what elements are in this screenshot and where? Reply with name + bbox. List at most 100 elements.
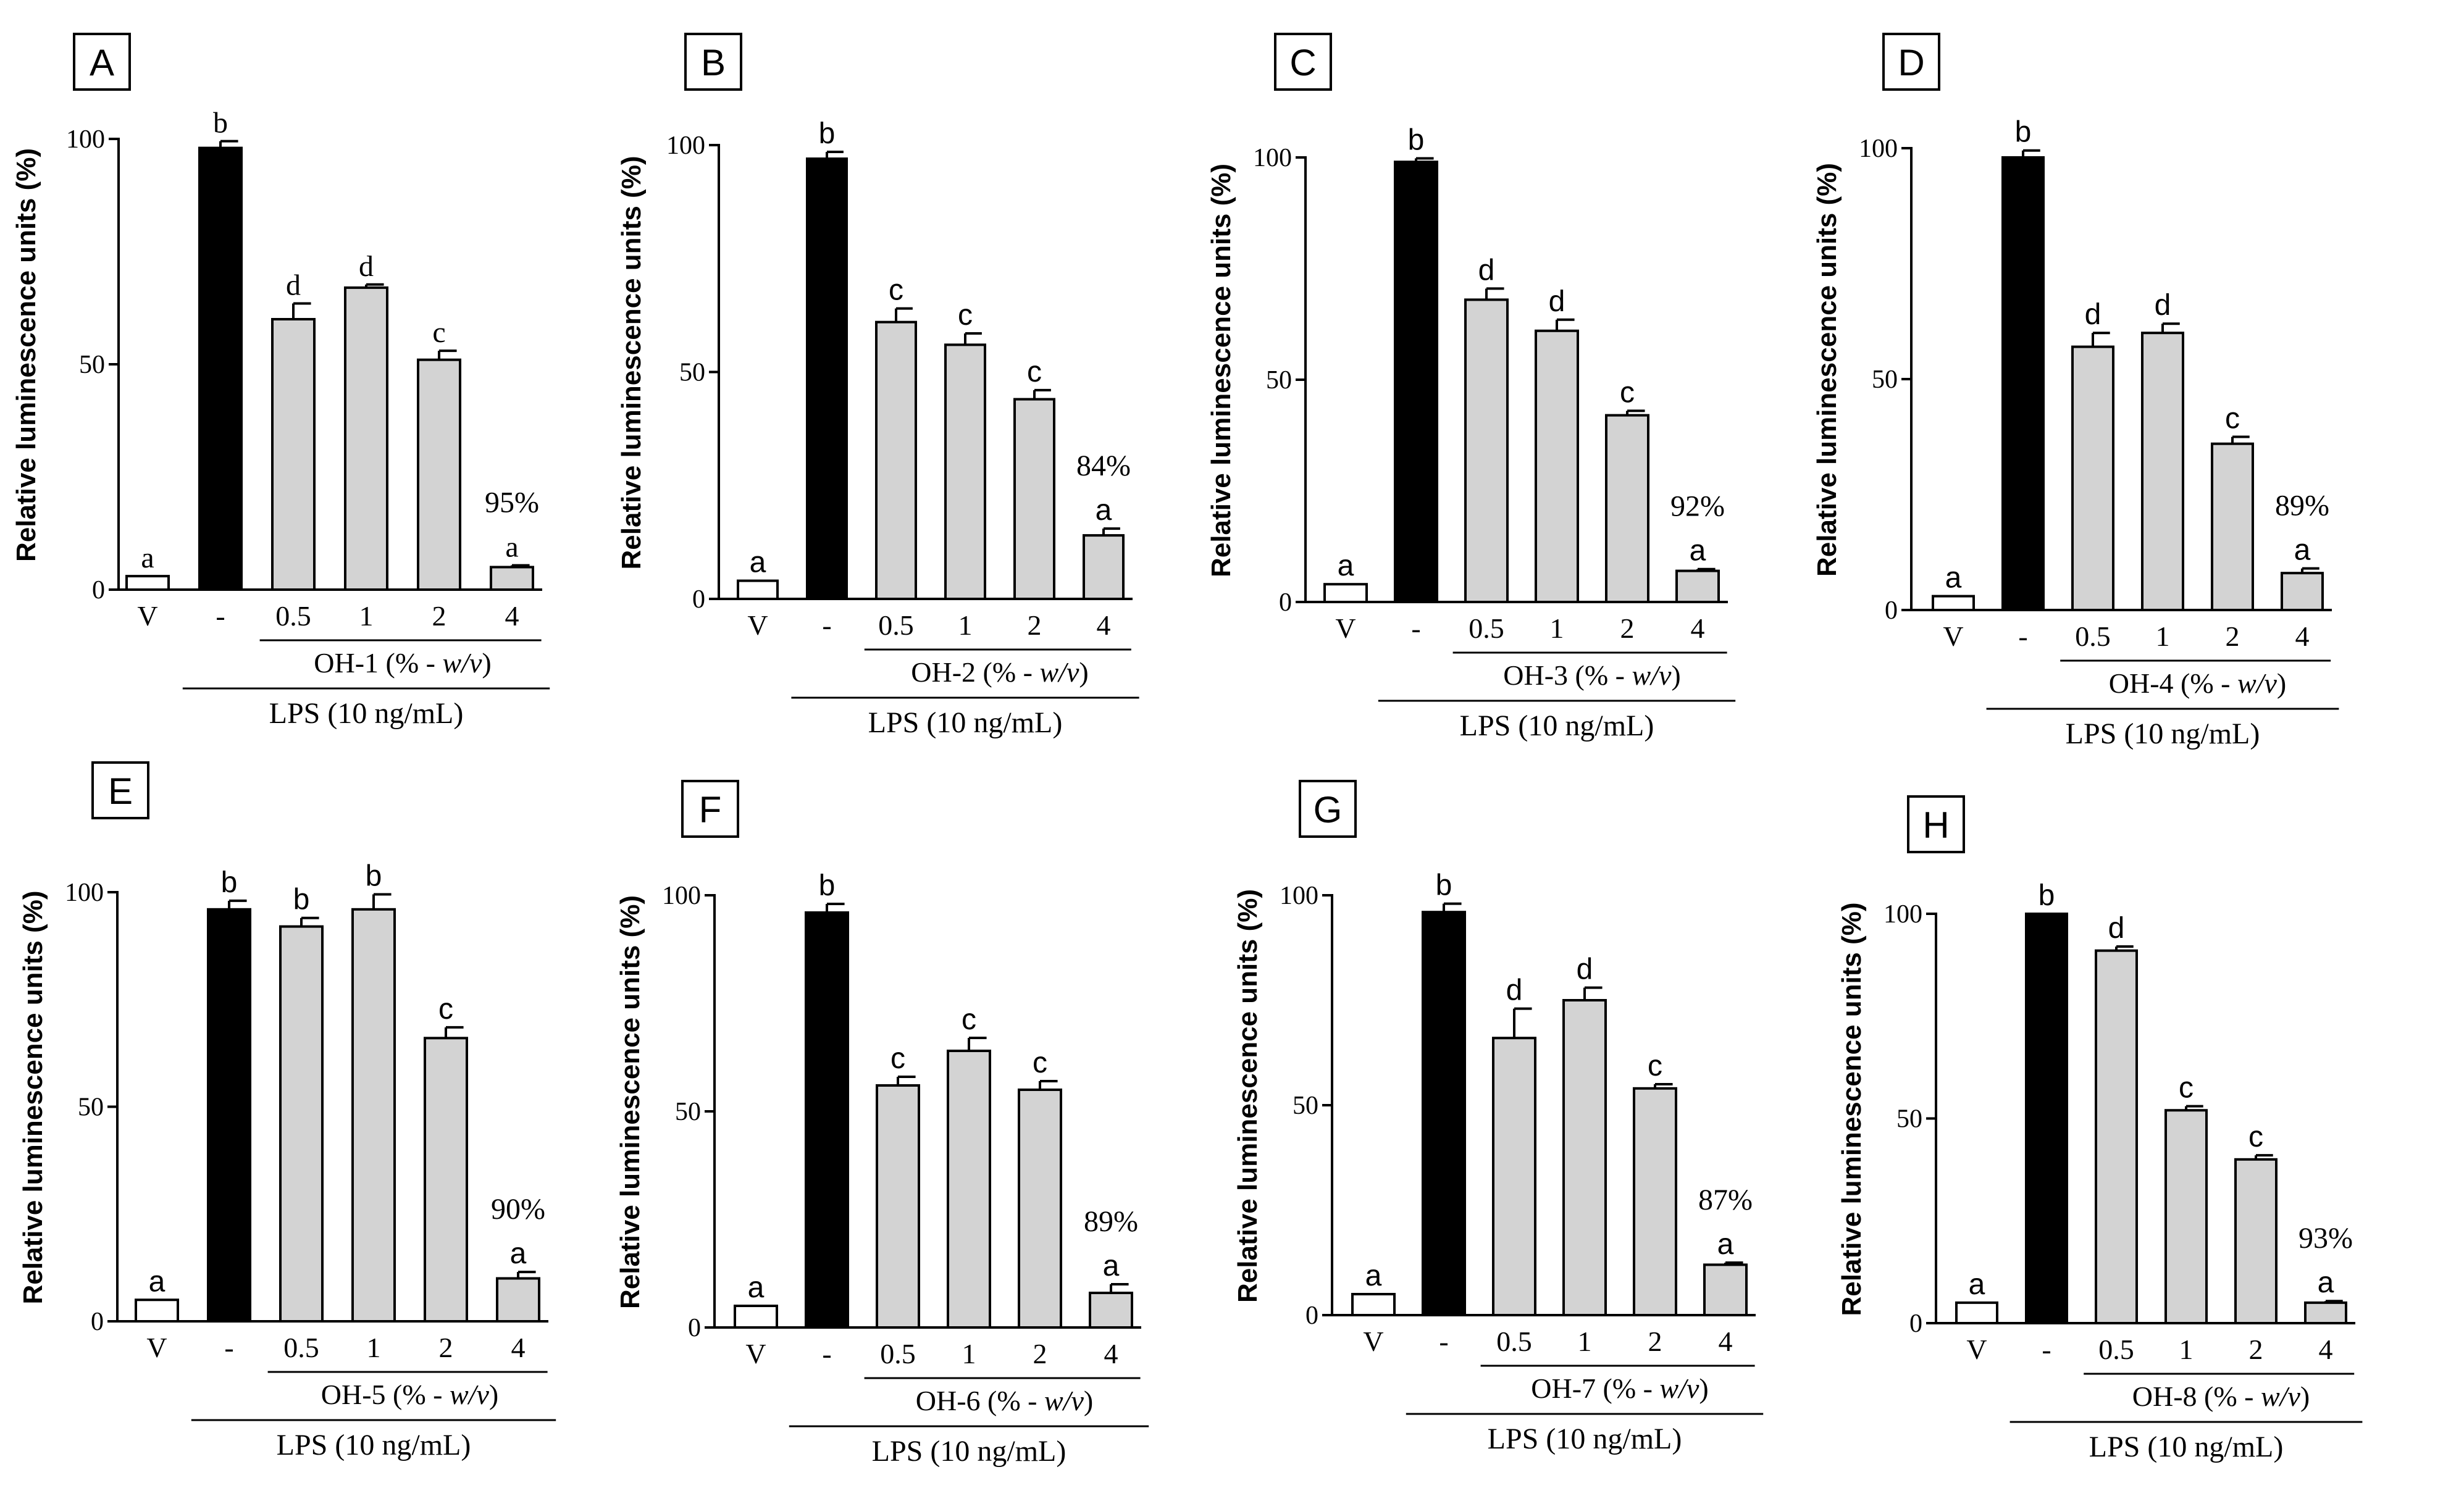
significance-letter-4: d [1549,285,1565,318]
significance-letter-3: d [2085,298,2102,331]
significance-letter-6: a [2294,534,2311,567]
y-tick-label: 0 [692,585,705,614]
treatment-unit: w/v [1040,656,1079,688]
x-tick-label-5: 2 [432,600,446,632]
significance-letter-5: c [1027,356,1042,388]
significance-letter-5: c [1648,1050,1662,1082]
percent-annotation: 90% [491,1193,545,1226]
significance-letter-2: b [1436,869,1452,902]
treatment-label: OH-4 (% - w/v) [2109,667,2286,699]
bar-2 [805,911,849,1329]
bar-4 [944,343,986,601]
treatment-label: OH-6 (% - w/v) [916,1385,1093,1416]
y-tick-label: 50 [1293,1092,1318,1120]
x-tick-label-3: 0.5 [2098,1334,2134,1365]
significance-letter-5: c [2248,1121,2263,1153]
treatment-name: OH-7 (% - [1531,1373,1659,1404]
x-tick-label-2: - [2018,621,2027,652]
significance-letter-4: d [359,250,374,283]
percent-annotation: 92% [1670,490,1725,523]
y-tick-label: 100 [662,882,701,910]
bar-6 [496,1277,540,1323]
x-tick-label-1: V [747,609,768,641]
x-tick-label-3: 0.5 [878,609,914,641]
bar-6 [1089,1292,1133,1329]
significance-letter-5: c [1620,376,1635,409]
bar-3 [279,925,324,1323]
x-tick-label-6: 4 [505,600,519,632]
y-axis-label: Relative luminescence units (%) [1233,889,1263,1303]
x-tick-label-4: 1 [1578,1326,1592,1357]
x-tick-label-6: 4 [1691,612,1705,644]
treatment-name: OH-6 (% - [916,1385,1044,1416]
bar-3 [271,318,316,591]
chart-panel-g: G Relative luminescence units (%) 0 50 100 a V… [1233,780,1764,1455]
significance-letter-5: c [1033,1047,1047,1079]
lps-label: LPS (10 ng/mL) [2066,717,2260,750]
significance-letter-3: c [890,1042,905,1075]
lps-label: LPS (10 ng/mL) [277,1429,471,1461]
bar-5 [424,1037,468,1323]
x-tick-label-2: - [224,1332,233,1363]
x-tick-label-1: V [1966,1334,1987,1365]
x-tick-label-2: - [822,609,831,641]
treatment-name: OH-5 (% - [321,1379,450,1410]
y-tick-label: 100 [1884,900,1922,929]
panel-letter: H [1922,805,1949,846]
x-tick-label-2: - [1411,612,1420,644]
bar-5 [1013,398,1055,600]
x-tick-label-3: 0.5 [283,1332,319,1363]
significance-letter-6: a [1096,494,1112,527]
significance-letter-1: a [149,1265,166,1298]
panel-letter: G [1314,789,1343,830]
y-axis-label: Relative luminescence units (%) [615,895,645,1309]
y-tick-label: 0 [1305,1302,1318,1330]
y-axis-label: Relative luminescence units (%) [1812,163,1842,577]
x-tick-label-1: V [1943,621,1963,652]
significance-letter-1: a [1338,550,1354,582]
x-tick-label-3: 0.5 [2075,621,2111,652]
treatment-name: OH-4 (% - [2109,667,2237,699]
x-tick-label-5: 2 [1648,1326,1662,1357]
bar-4 [351,908,396,1323]
panel-letter: F [699,789,722,830]
y-axis-label: Relative luminescence units (%) [1206,164,1236,577]
y-tick-label: 0 [91,1308,104,1336]
percent-annotation: 89% [2275,490,2329,522]
bar-3 [1464,298,1509,603]
y-tick-label: 100 [65,879,104,907]
y-tick-label: 50 [1896,1105,1922,1134]
bar-2 [1422,911,1466,1316]
percent-annotation: 89% [1084,1205,1138,1238]
x-tick-label-1: V [1363,1326,1383,1357]
treatment-label: OH-5 (% - w/v) [321,1379,498,1410]
x-tick-label-4: 1 [1550,612,1564,644]
x-tick-label-4: 1 [2179,1334,2194,1365]
bar-4 [344,286,388,591]
percent-annotation: 84% [1076,449,1131,482]
treatment-close: ) [1079,656,1088,688]
x-tick-label-6: 4 [1719,1326,1733,1357]
panel-frame [681,780,739,838]
significance-letter-4: b [366,859,382,892]
y-tick-label: 50 [679,359,705,387]
treatment-close: ) [1084,1385,1093,1416]
x-tick-label-3: 0.5 [275,600,311,632]
y-tick-label: 0 [1885,596,1898,625]
significance-letter-5: c [432,316,445,349]
treatment-label: OH-2 (% - w/v) [911,656,1088,688]
treatment-name: OH-8 (% - [2132,1381,2261,1412]
percent-annotation: 87% [1698,1184,1753,1216]
treatment-close: ) [1699,1373,1708,1404]
treatment-unit: w/v [443,647,482,679]
bar-5 [2234,1158,2278,1325]
significance-letter-1: a [141,541,154,574]
bar-3 [875,320,917,601]
significance-letter-1: a [1969,1268,1985,1301]
x-tick-label-1: V [745,1338,766,1369]
y-tick-label: 0 [688,1314,701,1342]
